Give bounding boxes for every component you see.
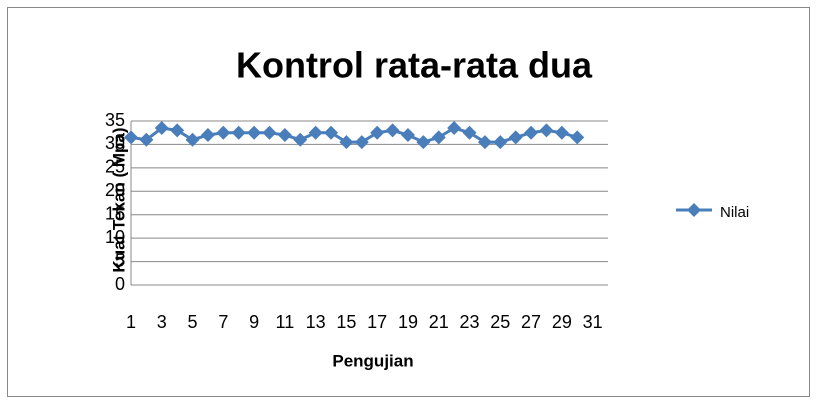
y-axis-label: Kuat Tekan ( Mpa) (109, 127, 128, 272)
data-point (154, 121, 169, 136)
data-point (493, 135, 508, 150)
chart-title: Kontrol rata-rata dua (236, 45, 593, 86)
data-point (308, 125, 323, 140)
data-point (385, 123, 400, 138)
x-tick-label: 17 (367, 312, 387, 332)
data-point (477, 135, 492, 150)
data-point (462, 125, 477, 140)
y-tick-label: 30 (105, 133, 125, 153)
x-tick-label: 21 (429, 312, 449, 332)
data-point (170, 123, 185, 138)
data-point (354, 135, 369, 150)
x-tick-label: 31 (583, 312, 603, 332)
data-point (247, 125, 262, 140)
x-tick-label: 11 (276, 312, 295, 332)
data-point (508, 130, 523, 145)
data-point (370, 125, 385, 140)
data-point (539, 123, 554, 138)
data-point (262, 125, 277, 140)
data-point (293, 132, 308, 147)
x-tick-label: 27 (521, 312, 541, 332)
data-point (200, 128, 215, 143)
data-point (185, 132, 200, 147)
data-point (216, 125, 231, 140)
data-point (431, 130, 446, 145)
y-tick-label: 20 (105, 180, 125, 200)
y-tick-label: 25 (105, 157, 125, 177)
x-tick-label: 19 (398, 312, 418, 332)
data-point (447, 121, 462, 136)
x-tick-label: 7 (218, 312, 228, 332)
x-tick-label: 29 (552, 312, 572, 332)
x-tick-label: 25 (490, 312, 510, 332)
x-tick-label: 3 (157, 312, 167, 332)
x-tick-label: 9 (249, 312, 259, 332)
y-tick-label: 10 (105, 227, 125, 247)
x-tick-label: 5 (188, 312, 198, 332)
x-tick-label: 1 (126, 312, 136, 332)
x-tick-label: 15 (336, 312, 356, 332)
data-point (231, 125, 246, 140)
x-axis-label: Pengujian (332, 351, 413, 370)
data-point (339, 135, 354, 150)
data-point (139, 132, 154, 147)
data-point (554, 125, 569, 140)
chart-border (7, 7, 810, 397)
legend-label: Nilai (720, 204, 749, 221)
x-tick-label: 13 (306, 312, 326, 332)
data-point (324, 125, 339, 140)
y-tick-label: 35 (105, 110, 125, 130)
y-tick-label: 0 (115, 274, 125, 294)
legend-marker (687, 203, 701, 217)
y-tick-label: 15 (105, 203, 125, 223)
data-point (570, 130, 585, 145)
x-tick-label: 23 (460, 312, 480, 332)
data-point (524, 125, 539, 140)
data-point (400, 128, 415, 143)
data-point (124, 130, 138, 145)
data-point (416, 135, 431, 150)
y-tick-label: 5 (115, 250, 125, 270)
data-point (277, 128, 292, 143)
